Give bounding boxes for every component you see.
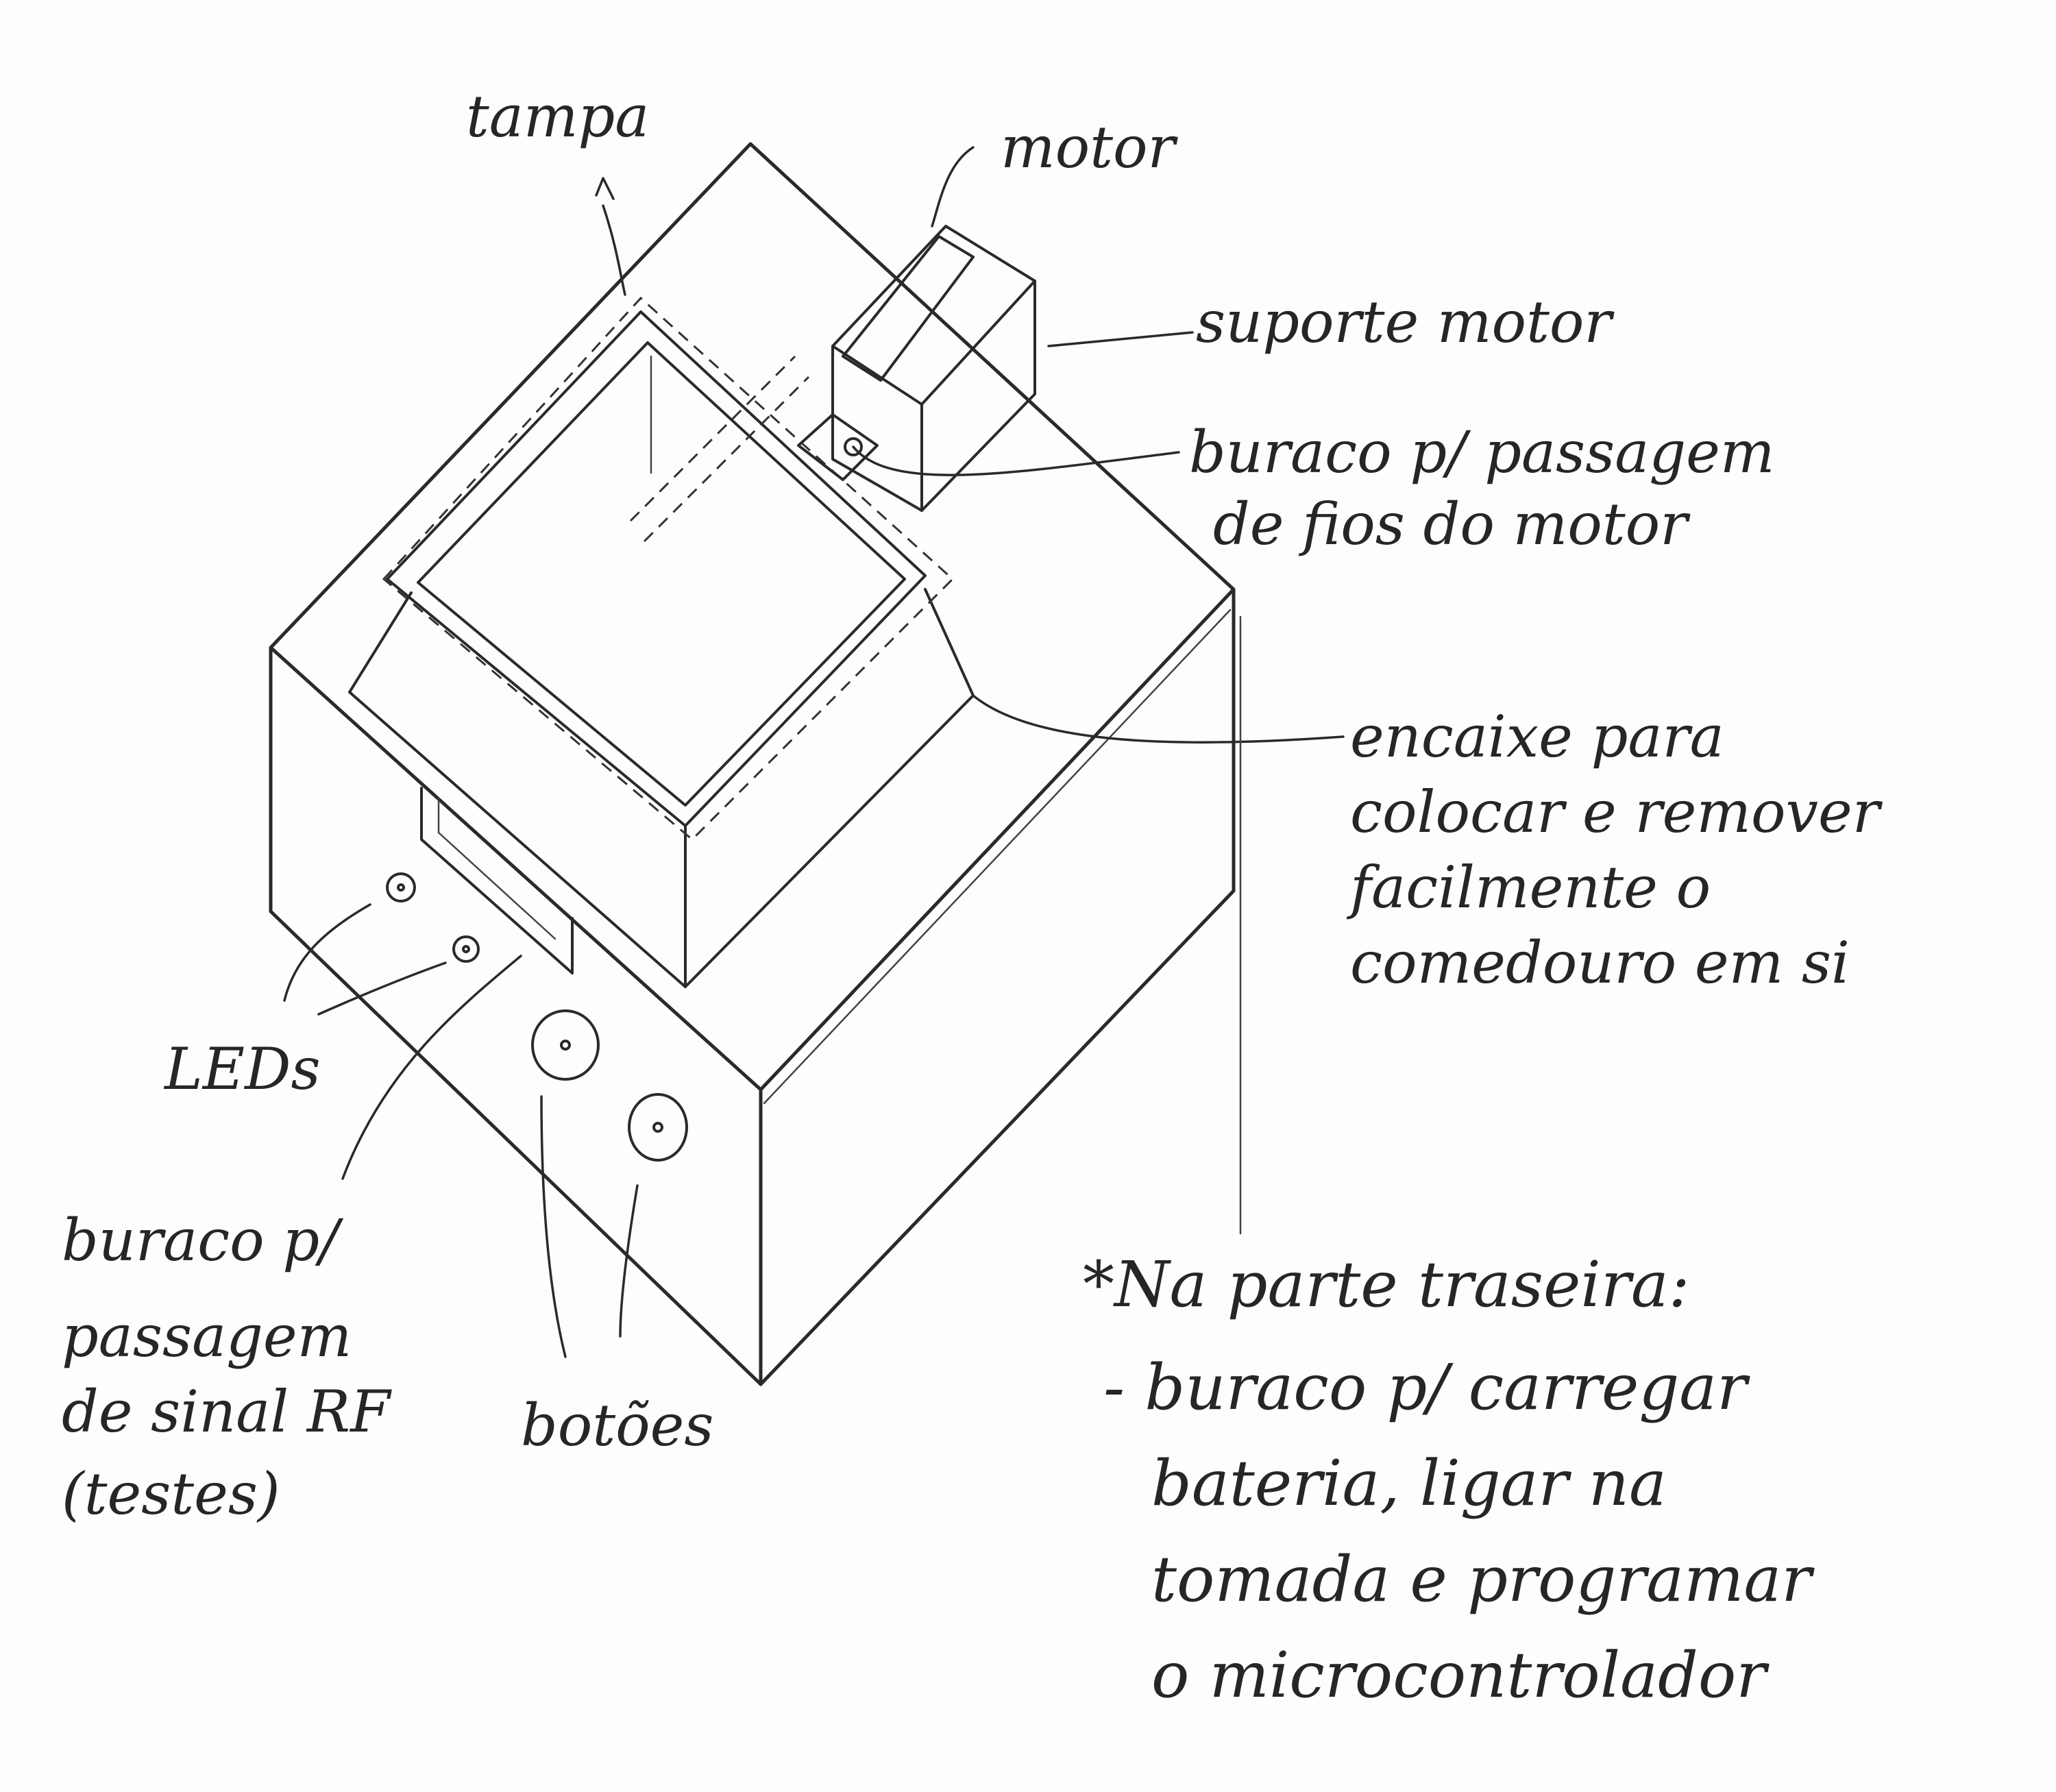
wire-hole-block: [797, 413, 879, 481]
leader-buraco-fios: [852, 445, 1180, 476]
lid-outer: [386, 310, 927, 827]
label-encaixe-2: colocar e remover: [1350, 778, 1880, 846]
led-1: [386, 872, 416, 903]
box-side-face: [759, 587, 1236, 1386]
wire-hole: [844, 437, 863, 456]
label-buraco-rf-2: passagem: [62, 1303, 352, 1370]
note-line-3: tomada e programar: [1151, 1543, 1812, 1616]
note-line-4: o microcontrolador: [1151, 1638, 1767, 1712]
label-buraco-fios-2: de fios do motor: [1213, 491, 1688, 558]
led-2: [452, 935, 480, 963]
leader-tampa: [602, 204, 626, 296]
button-2: [628, 1093, 688, 1162]
label-motor: motor: [1001, 114, 1175, 181]
label-leds: LEDs: [164, 1035, 321, 1103]
leader-led-1: [283, 903, 371, 1002]
label-encaixe-1: encaixe para: [1350, 703, 1724, 770]
leader-suporte: [1047, 331, 1194, 347]
note-heading: *Na parte traseira:: [1083, 1248, 1690, 1321]
box-body: [269, 142, 1236, 1386]
leader-rf: [341, 955, 522, 1180]
lid-dashed-outline: [382, 296, 955, 842]
label-suporte-motor: suporte motor: [1196, 289, 1612, 356]
note-line-2: bateria, ligar na: [1151, 1447, 1667, 1520]
leader-lines: [283, 146, 1345, 1358]
lid-inner: [417, 341, 906, 807]
motor-assembly: [797, 225, 1036, 512]
label-buraco-rf-4: (testes): [62, 1460, 280, 1527]
hopper-walls: [348, 588, 975, 988]
motor-support: [831, 225, 1036, 512]
label-encaixe-3: facilmente o: [1350, 854, 1711, 921]
rf-slot: [420, 787, 574, 974]
motor: [842, 235, 975, 382]
leader-encaixe: [972, 694, 1345, 744]
label-encaixe-4: comedouro em si: [1350, 929, 1850, 996]
lid: [348, 310, 975, 988]
leader-botao-2: [619, 1184, 639, 1338]
box-top-face: [269, 142, 1236, 1092]
leader-led-2: [317, 961, 447, 1016]
leader-motor: [931, 146, 975, 228]
label-botoes: botões: [521, 1392, 714, 1459]
label-buraco-rf-3: de sinal RF: [62, 1378, 391, 1445]
leader-botao-1: [540, 1095, 567, 1358]
front-panel-details: [386, 787, 688, 1162]
button-1: [531, 1009, 600, 1081]
note-line-1: - buraco p/ carregar: [1103, 1351, 1748, 1424]
box-front-face: [269, 646, 763, 1386]
label-buraco-fios-1: buraco p/ passagem: [1189, 419, 1775, 486]
label-tampa: tampa: [466, 83, 650, 150]
label-buraco-rf-1: buraco p/: [62, 1207, 339, 1274]
